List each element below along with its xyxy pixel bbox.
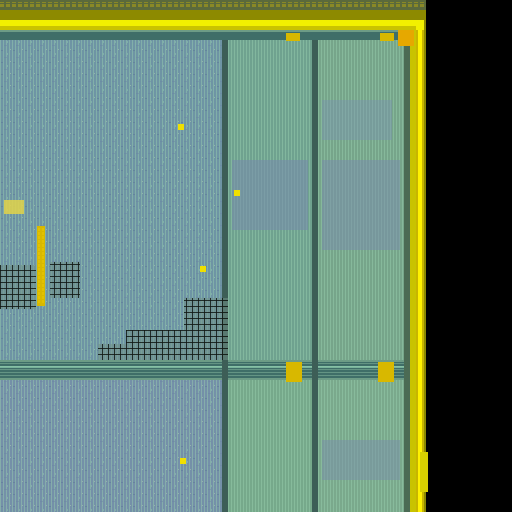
cell-array-mid bbox=[50, 262, 80, 298]
corner-pad bbox=[398, 30, 414, 46]
bus-channel-vertical-1 bbox=[222, 40, 228, 512]
bus-channel-horizontal-lines bbox=[0, 362, 410, 378]
small-pad bbox=[234, 190, 240, 196]
cell-array-step-2 bbox=[98, 344, 126, 360]
region-upper-right-blue bbox=[322, 160, 400, 250]
region-lower-mid-lines bbox=[228, 380, 312, 512]
small-pad bbox=[4, 200, 24, 214]
top-io-pads bbox=[0, 2, 426, 8]
pad-marker bbox=[286, 33, 300, 41]
cell-array-left bbox=[0, 265, 36, 309]
region-upper-right-blue-2 bbox=[322, 100, 392, 140]
region-lower-right-blue bbox=[322, 440, 400, 480]
pad-marker bbox=[378, 362, 394, 382]
pad-column-detail bbox=[38, 228, 44, 304]
region-lower-right-lines bbox=[318, 380, 404, 512]
small-pad bbox=[200, 266, 206, 272]
cell-array-step-1 bbox=[126, 330, 184, 360]
pad-marker bbox=[380, 33, 394, 41]
small-pad bbox=[178, 124, 184, 130]
right-margin bbox=[428, 0, 512, 512]
cell-array-center bbox=[184, 298, 228, 360]
edge-bump bbox=[420, 452, 428, 492]
bus-channel-vertical-3 bbox=[404, 40, 410, 512]
region-upper-mid-blue bbox=[232, 160, 308, 230]
bus-channel-top bbox=[0, 32, 410, 40]
small-pad bbox=[180, 458, 186, 464]
pad-marker bbox=[286, 362, 302, 382]
bus-channel-vertical-2 bbox=[312, 40, 318, 512]
bus-channel-highlight bbox=[0, 366, 410, 368]
seal-ring-edge-bright bbox=[418, 30, 422, 512]
region-lower-left-noise bbox=[0, 380, 222, 512]
